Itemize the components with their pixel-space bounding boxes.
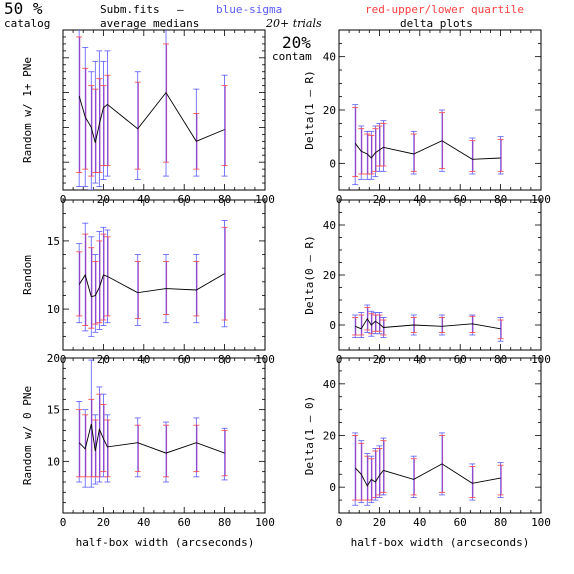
y-tick-label: 20 <box>323 104 336 117</box>
red-quartile-label: red-upper/lower quartile <box>365 3 524 16</box>
dash-label: – <box>177 3 184 16</box>
plot-area <box>352 104 504 186</box>
catalog-label: catalog <box>4 17 50 30</box>
y-axis-label: Delta(1 – 0) <box>303 396 316 475</box>
x-tick-label: 80 <box>218 516 231 529</box>
median-line <box>354 463 501 487</box>
y-axis-label: Random <box>21 255 34 295</box>
chart-panel-bottom-left: 0 20 40 60 80 100 10 15 20 Random w/ 0 PNe <box>21 352 275 529</box>
y-tick-label: 20 <box>323 430 336 443</box>
median-line <box>354 140 501 160</box>
y-tick-label: 10 <box>47 455 60 468</box>
x-tick-label: 20 <box>97 516 110 529</box>
x-tick-label: 0 <box>60 516 67 529</box>
x-tick-label: 40 <box>137 516 150 529</box>
median-line <box>78 273 225 298</box>
x-tick-label: 60 <box>454 516 467 529</box>
y-axis-label: Delta(0 – R) <box>303 235 316 314</box>
blue-sigma-label: blue-sigma <box>216 3 282 16</box>
plot-frame <box>338 199 542 351</box>
y-tick-label: 0 <box>329 157 336 170</box>
median-line <box>78 423 225 454</box>
plot-area <box>352 432 504 506</box>
chart-panel-bottom-right: 0 20 40 60 80 100 0 20 40 Delta(1 – 0) <box>303 357 551 529</box>
plot-area <box>76 220 228 337</box>
trials-label: 20+ trials <box>265 17 322 30</box>
x-tick-label: 100 <box>255 516 275 529</box>
x-tick-label: 20 <box>373 516 386 529</box>
catalog-percent: 50 % <box>4 0 43 18</box>
contam-percent: 20% <box>282 33 311 52</box>
delta-plots-label: delta plots <box>400 17 473 30</box>
x-tick-label: 80 <box>494 516 507 529</box>
y-tick-label: 40 <box>323 378 336 391</box>
file-label: Subm.fits <box>100 3 160 16</box>
x-axis-label-right: half-box width (arcseconds) <box>351 536 530 549</box>
x-axis-label-left: half-box width (arcseconds) <box>76 536 255 549</box>
plot-area <box>352 304 504 342</box>
plot-frame <box>62 199 266 351</box>
plot-frame <box>62 29 266 191</box>
median-line <box>355 317 501 330</box>
y-tick-label: 15 <box>47 404 60 417</box>
contam-label: contam <box>272 50 312 63</box>
y-tick-label: 0 <box>329 319 336 332</box>
x-tick-label: 40 <box>413 516 426 529</box>
y-tick-label: 20 <box>47 352 60 365</box>
x-tick-label: 100 <box>531 516 551 529</box>
y-tick-label: 20 <box>323 269 336 282</box>
y-tick-label: 10 <box>47 303 60 316</box>
plot-area <box>76 30 228 190</box>
y-tick-label: 15 <box>47 235 60 248</box>
x-tick-label: 0 <box>336 516 343 529</box>
x-tick-label: 60 <box>178 516 191 529</box>
y-axis-label: Random w/ 0 PNe <box>21 386 34 485</box>
y-tick-label: 40 <box>323 219 336 232</box>
median-line <box>78 91 225 143</box>
y-axis-label: Delta(1 – R) <box>303 70 316 149</box>
y-tick-label: 40 <box>323 51 336 64</box>
y-tick-label: 0 <box>329 481 336 494</box>
plot-area <box>76 359 228 488</box>
y-axis-label: Random w/ 1+ PNe <box>21 57 34 163</box>
average-medians-label: average medians <box>100 17 199 30</box>
